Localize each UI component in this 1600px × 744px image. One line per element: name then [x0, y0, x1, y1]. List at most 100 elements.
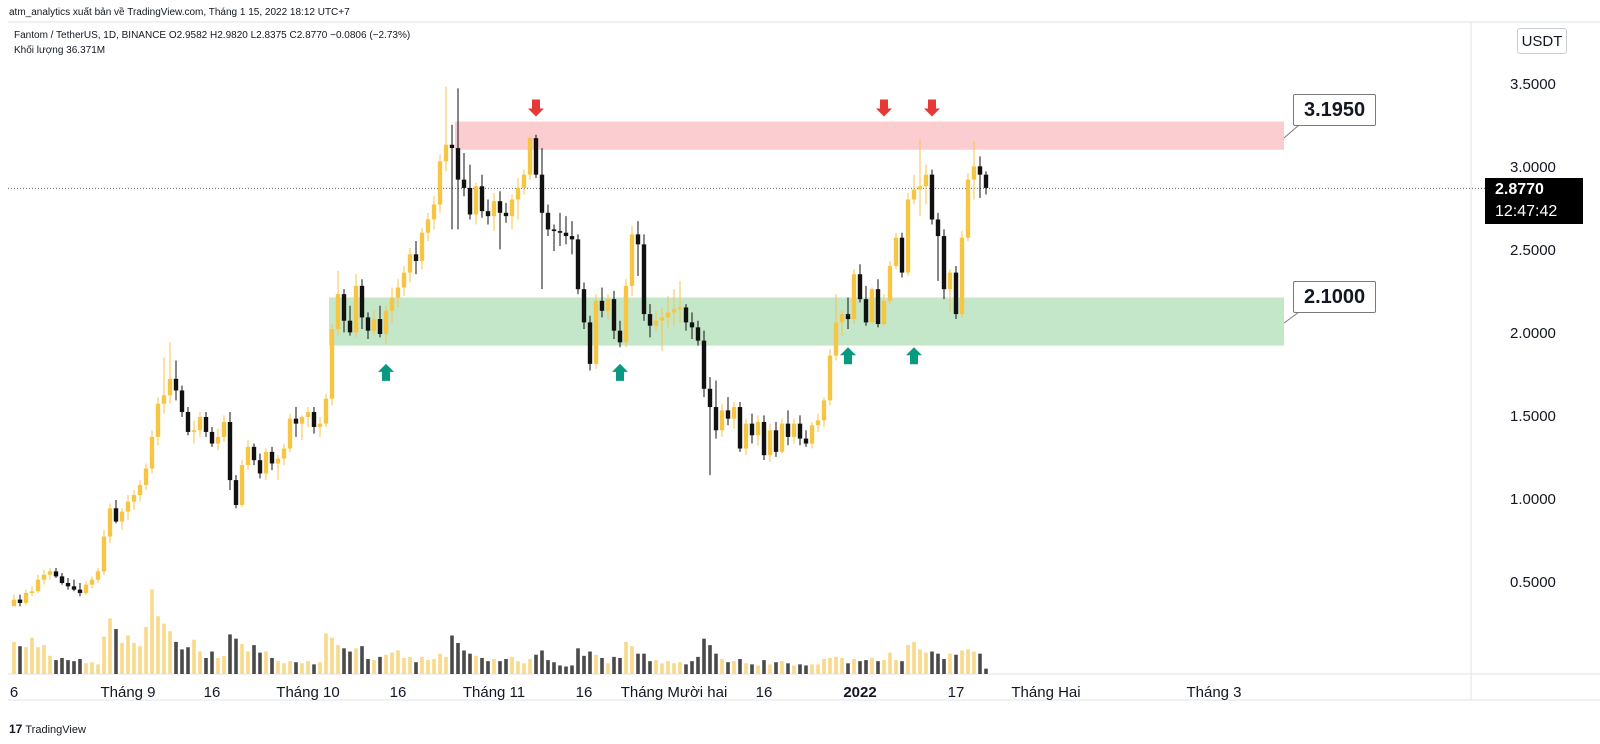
resistance-callout[interactable]: 3.1950	[1293, 94, 1377, 126]
candle-body	[557, 231, 563, 233]
candle-body	[89, 579, 95, 585]
candle-body	[233, 480, 239, 505]
volume-bar	[678, 662, 682, 674]
buy-arrow-icon	[378, 363, 394, 381]
volume-bar	[336, 645, 340, 674]
candle-body	[215, 436, 221, 444]
candle-body	[329, 329, 335, 399]
volume-bar	[672, 663, 676, 674]
volume-bar	[720, 659, 724, 674]
volume-bar	[132, 642, 136, 674]
candle-body	[815, 420, 821, 426]
volume-bar	[444, 656, 448, 674]
candle-body	[149, 436, 155, 469]
volume-bar	[186, 647, 190, 674]
candle-body	[179, 390, 185, 413]
volume-bar	[606, 663, 610, 674]
volume-bar	[372, 660, 376, 674]
volume-bar	[180, 649, 184, 674]
volume-bar	[108, 618, 112, 674]
volume-bar	[36, 647, 40, 674]
volume-bar	[792, 665, 796, 674]
candle-body	[407, 254, 413, 273]
candle-body	[161, 395, 167, 404]
currency-button[interactable]: USDT	[1517, 28, 1567, 54]
candle-body	[563, 232, 569, 237]
candle-body	[971, 166, 977, 180]
volume-bar	[534, 654, 538, 674]
candle-body	[197, 417, 203, 431]
last-price-label: 2.8770 12:47:42	[1485, 178, 1583, 224]
candle-body	[11, 599, 17, 607]
volume-bar	[894, 660, 898, 674]
x-tick-label: 2022	[843, 684, 877, 701]
candle-body	[689, 322, 695, 328]
volume-bar	[96, 664, 100, 674]
volume-bar	[858, 661, 862, 674]
candle-body	[599, 300, 605, 311]
volume-bar	[738, 659, 742, 674]
candle-body	[173, 378, 179, 391]
y-tick-label: 3.5000	[1510, 76, 1556, 93]
candle-body	[185, 412, 191, 432]
volume-legend: Khối lượng 36.371M	[14, 45, 106, 56]
volume-bar	[960, 650, 964, 674]
x-tick-label: Tháng 3	[1186, 684, 1242, 701]
candle-body	[281, 448, 287, 459]
volume-bar	[954, 654, 958, 674]
volume-bar	[198, 651, 202, 674]
candle-body	[245, 446, 251, 466]
volume-bar	[258, 652, 262, 674]
volume-bar	[60, 657, 64, 674]
candle-body	[119, 511, 125, 522]
candle-body	[419, 232, 425, 261]
candle-body	[701, 340, 707, 389]
volume-bar	[294, 662, 298, 674]
volume-bar	[864, 660, 868, 674]
candle-body	[779, 423, 785, 452]
candle-body	[443, 144, 449, 162]
sell-arrow-icon	[924, 99, 940, 117]
callout-leader	[1283, 311, 1300, 324]
volume-bar	[936, 653, 940, 674]
candle-body	[497, 201, 503, 213]
volume-bar	[888, 652, 892, 674]
candle-body	[341, 294, 347, 321]
volume-bar	[666, 661, 670, 674]
volume-bar	[246, 651, 250, 674]
candle-body	[65, 583, 71, 587]
volume-bar	[162, 623, 166, 674]
candle-body	[857, 274, 863, 300]
candle-body	[227, 421, 233, 481]
candle-body	[773, 430, 779, 452]
volume-bar	[696, 656, 700, 674]
candle-body	[353, 285, 359, 333]
volume-bar	[396, 650, 400, 674]
volume-bar	[588, 651, 592, 674]
tradingview-logo[interactable]: 17 TradingView	[9, 722, 86, 736]
candle-body	[905, 199, 911, 273]
volume-bar	[48, 655, 52, 674]
support-callout[interactable]: 2.1000	[1293, 281, 1377, 313]
volume-bar	[528, 659, 532, 674]
volume-bar	[456, 642, 460, 674]
x-tick-label: 16	[575, 684, 593, 701]
volume-bar	[984, 668, 988, 674]
publish-caption: atm_analytics xuất bản về TradingView.co…	[9, 7, 350, 18]
candle-body	[923, 174, 929, 187]
x-tick-label: 16	[755, 684, 773, 701]
volume-bar	[312, 664, 316, 674]
sell-arrow-icon	[528, 99, 544, 117]
candle-body	[365, 317, 371, 331]
volume-bar	[714, 653, 718, 674]
x-tick-label: Tháng Hai	[1011, 684, 1081, 701]
candle-body	[53, 571, 59, 577]
volume-bar	[228, 634, 232, 674]
volume-bar	[906, 645, 910, 674]
volume-bar	[54, 660, 58, 674]
volume-bar	[462, 650, 466, 674]
candle-body	[125, 501, 131, 512]
volume-bar	[234, 638, 238, 674]
volume-bar	[750, 664, 754, 674]
